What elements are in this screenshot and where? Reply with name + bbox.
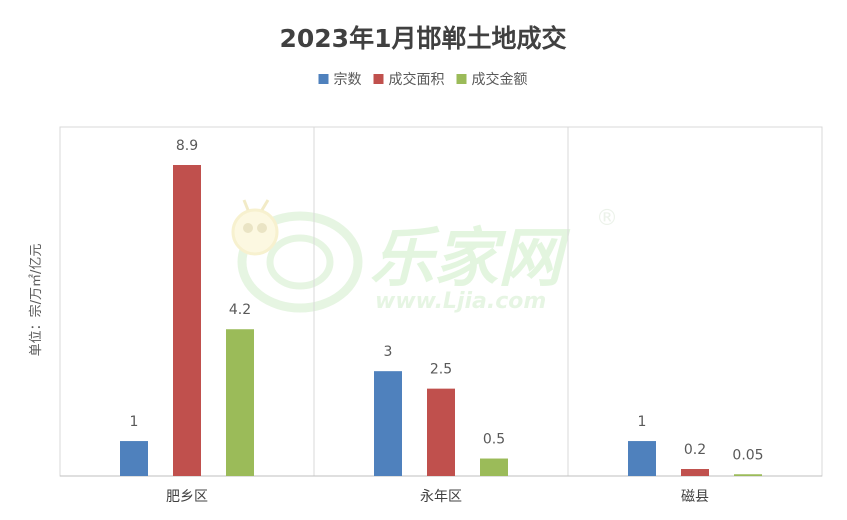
data-label: 0.2 xyxy=(684,442,706,458)
data-label: 0.05 xyxy=(732,447,763,463)
watermark-url: www.Ljia.com xyxy=(375,289,546,314)
x-tick-label: 磁县 xyxy=(681,489,709,505)
bar xyxy=(681,469,709,476)
data-label: 2.5 xyxy=(430,362,452,378)
data-label: 4.2 xyxy=(229,302,251,318)
legend: 宗数 成交面积 成交金额 xyxy=(318,71,528,88)
legend-label: 成交金额 xyxy=(472,71,528,88)
legend-label: 成交面积 xyxy=(389,71,445,88)
legend-label: 宗数 xyxy=(334,72,362,88)
bar xyxy=(427,388,455,476)
bar xyxy=(226,329,254,476)
data-label: 3 xyxy=(384,344,393,360)
watermark: 乐家网 www.Ljia.com ® xyxy=(231,199,618,314)
data-label: 1 xyxy=(130,414,139,430)
y-axis-label: 单位：宗/万㎡/亿元 xyxy=(28,244,44,357)
chart-title: 2023年1月邯郸土地成交 xyxy=(280,24,567,53)
x-tick-label: 肥乡区 xyxy=(166,489,208,505)
data-labels-layer: 1 8.9 4.2 3 2.5 0.5 1 0.2 0.05 xyxy=(130,138,764,463)
x-tick-label: 永年区 xyxy=(420,489,462,505)
watermark-text: 乐家网 xyxy=(370,222,571,296)
bar xyxy=(374,371,402,476)
watermark-registered-mark: ® xyxy=(596,206,618,231)
legend-swatch xyxy=(456,74,467,84)
bar xyxy=(120,441,148,476)
bar xyxy=(628,441,656,476)
bar xyxy=(734,474,762,476)
legend-swatch xyxy=(373,74,384,84)
bar xyxy=(480,458,508,476)
bars-layer xyxy=(120,165,762,476)
snail-logo xyxy=(231,199,363,313)
bar xyxy=(173,165,201,476)
data-label: 0.5 xyxy=(483,432,505,448)
legend-swatch xyxy=(318,74,329,84)
data-label: 8.9 xyxy=(176,138,198,154)
x-tick-labels: 肥乡区 永年区 磁县 xyxy=(166,489,709,505)
data-label: 1 xyxy=(638,414,647,430)
